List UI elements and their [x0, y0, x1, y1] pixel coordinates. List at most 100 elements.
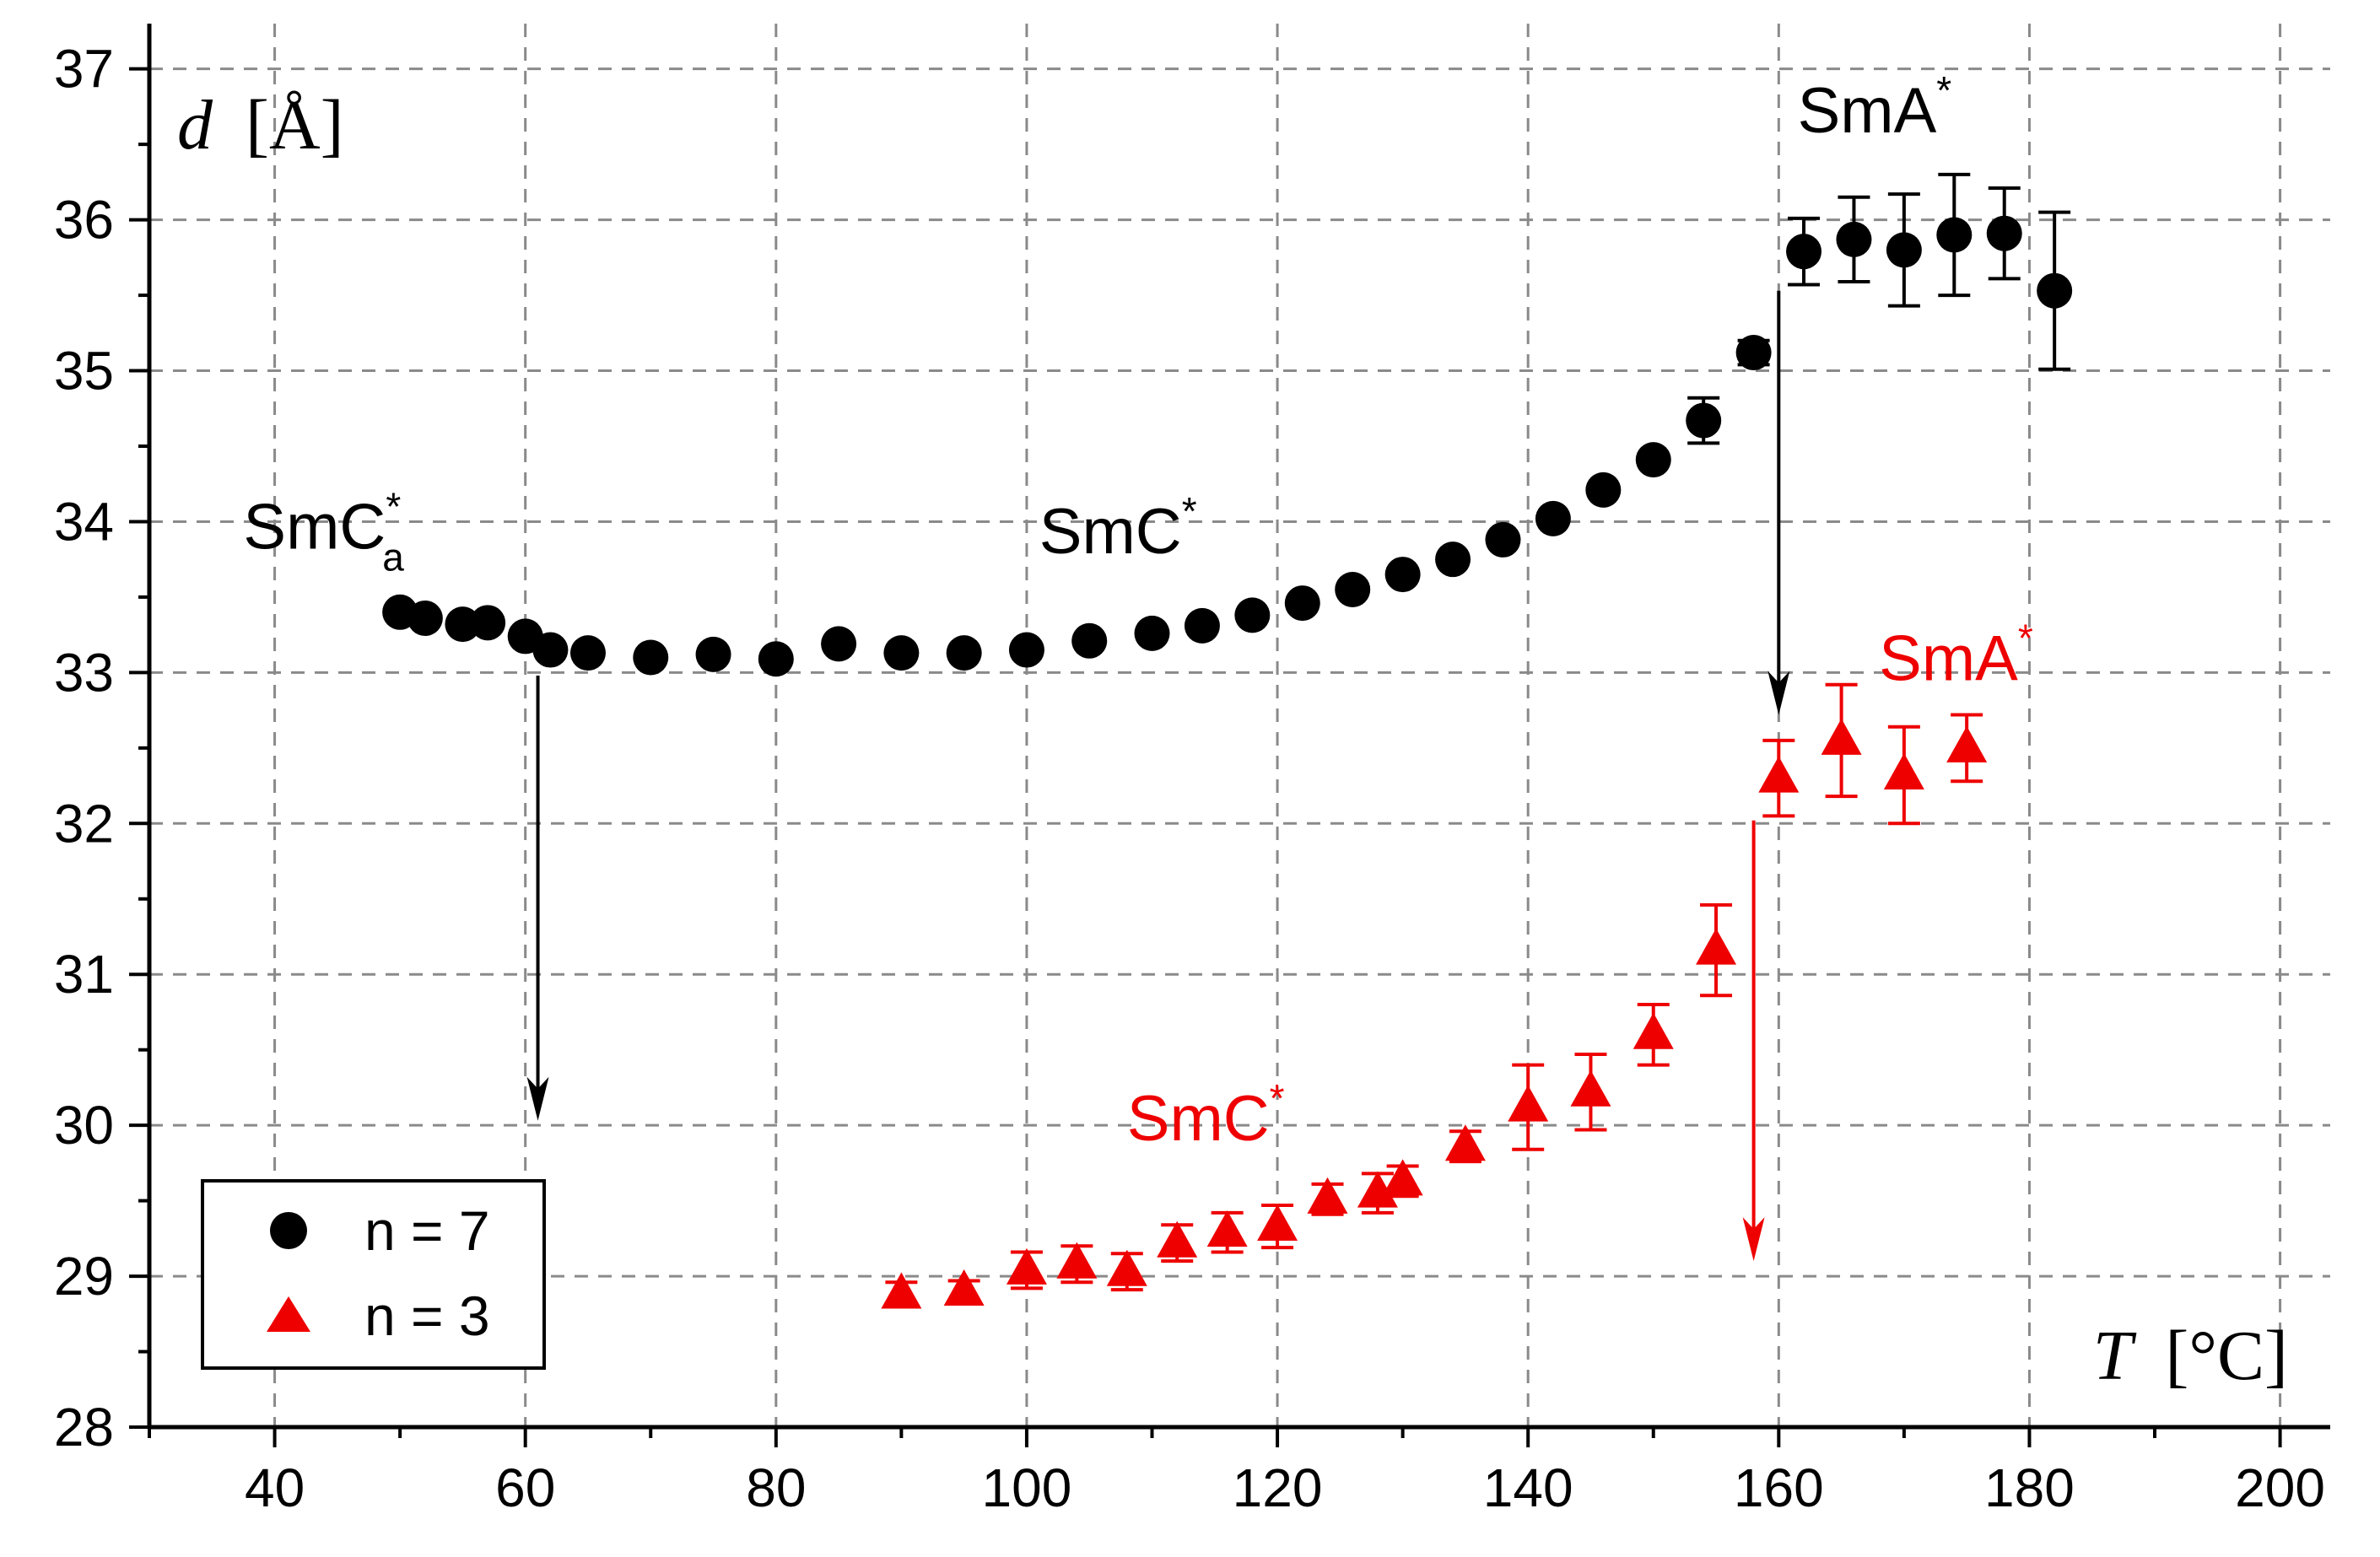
data-point — [821, 626, 857, 662]
x-tick-label: 200 — [2235, 1457, 2325, 1518]
svg-text:T [°C]: T [°C] — [2093, 1317, 2288, 1395]
legend-marker-n3 — [267, 1296, 310, 1332]
phase-label-4: SmC* — [1127, 1076, 1285, 1155]
phase-label-sup: * — [1270, 1076, 1285, 1120]
data-point — [2037, 272, 2073, 309]
data-point — [758, 641, 794, 677]
legend-box — [201, 1179, 546, 1370]
data-point — [1570, 1069, 1611, 1107]
data-point — [1883, 753, 1924, 790]
data-point — [1986, 215, 2022, 251]
x-tick-label: 140 — [1483, 1457, 1573, 1518]
data-point — [1234, 597, 1271, 633]
data-series — [382, 172, 2073, 1309]
data-point — [1758, 756, 1800, 793]
phase-label-1: SmC* — [1039, 489, 1197, 568]
data-point — [1134, 615, 1170, 651]
data-point — [1696, 928, 1737, 965]
data-point — [1384, 557, 1421, 593]
y-tick-label: 34 — [54, 491, 114, 552]
data-point — [695, 636, 731, 672]
y-tick-label: 28 — [54, 1397, 114, 1457]
data-point — [1284, 585, 1320, 622]
legend-label-n3: n = 3 — [364, 1285, 490, 1347]
data-point — [1382, 1159, 1423, 1196]
data-point — [633, 639, 669, 676]
data-point — [1735, 335, 1772, 371]
phase-label-text: SmC — [243, 492, 386, 563]
phase-labels: SmC* a SmC*SmA*SmA*SmC* — [243, 68, 2032, 1155]
data-point — [946, 635, 982, 671]
legend: n = 7 n = 3 — [201, 1179, 546, 1370]
data-point — [1635, 442, 1671, 478]
y-axis-unit: [Å] — [246, 86, 344, 164]
y-tick-label: 37 — [54, 39, 114, 100]
x-tick-label: 60 — [495, 1457, 555, 1518]
series-n3 — [881, 682, 1988, 1309]
data-point — [943, 1269, 985, 1306]
phase-transition-arrows — [526, 290, 1790, 1262]
data-point — [1106, 1249, 1147, 1286]
x-axis-unit: [°C] — [2165, 1317, 2288, 1395]
y-axis-variable: d — [177, 86, 213, 164]
data-point — [1184, 607, 1220, 644]
data-point — [1786, 234, 1822, 270]
data-point — [1257, 1204, 1298, 1242]
data-point — [1335, 571, 1371, 607]
data-point — [1633, 1012, 1674, 1049]
phase-label-sub: a — [382, 536, 404, 579]
arrow-head-1 — [1767, 671, 1790, 715]
y-tick-label: 29 — [54, 1246, 114, 1306]
y-tick-label: 35 — [54, 341, 114, 401]
x-axis-variable: T — [2093, 1317, 2137, 1395]
y-tick-label: 36 — [54, 190, 114, 251]
data-point — [445, 606, 481, 643]
phase-label-sup: * — [1182, 489, 1197, 533]
data-point — [1056, 1242, 1098, 1279]
x-axis-title: T [°C] — [2093, 1317, 2288, 1395]
legend-marker-n7 — [270, 1212, 307, 1249]
data-point — [1585, 471, 1622, 508]
y-axis-title: d [Å] — [177, 86, 344, 164]
x-tick-label: 120 — [1233, 1457, 1323, 1518]
phase-label-2: SmA* — [1798, 68, 1952, 147]
phase-label-sup: * — [2018, 616, 2033, 660]
data-point — [407, 600, 443, 636]
data-point — [470, 605, 506, 641]
svg-text:d [Å]: d [Å] — [177, 86, 344, 164]
data-point — [1936, 217, 1973, 253]
data-point — [1435, 541, 1471, 578]
data-point — [1535, 500, 1571, 536]
data-point — [1686, 402, 1722, 439]
phase-label-sup: * — [1936, 68, 1951, 112]
y-tick-label: 30 — [54, 1095, 114, 1156]
data-point — [1357, 1171, 1398, 1208]
data-point — [883, 635, 920, 671]
data-point — [881, 1272, 922, 1309]
legend-label-n7: n = 7 — [364, 1199, 490, 1262]
data-point — [1886, 232, 1922, 268]
phase-label-text: SmA — [1879, 622, 2018, 694]
series-n7 — [382, 172, 2073, 677]
y-tick-label: 33 — [54, 642, 114, 703]
arrow-head-0 — [526, 1076, 549, 1121]
data-point — [569, 635, 606, 671]
y-tick-label: 31 — [54, 944, 114, 1005]
arrow-head-2 — [1742, 1217, 1765, 1262]
data-point — [1821, 718, 1862, 755]
data-point — [1008, 632, 1044, 668]
data-point — [1946, 725, 1988, 762]
x-tick-label: 160 — [1734, 1457, 1824, 1518]
data-point — [1444, 1124, 1486, 1161]
data-point — [1485, 521, 1521, 558]
phase-label-text: SmC — [1039, 496, 1182, 568]
phase-label-0: SmC* a — [243, 485, 404, 579]
data-point — [1307, 1177, 1348, 1214]
data-point — [532, 632, 569, 668]
axes: 40 60 80 100 120 140 160 180 200 28 29 30 31 32 33 34 35… — [54, 24, 2330, 1518]
data-point — [1206, 1210, 1248, 1247]
phase-label-text: SmC — [1127, 1083, 1270, 1155]
phase-label-sup: * — [386, 485, 401, 529]
x-tick-label: 80 — [746, 1457, 806, 1518]
